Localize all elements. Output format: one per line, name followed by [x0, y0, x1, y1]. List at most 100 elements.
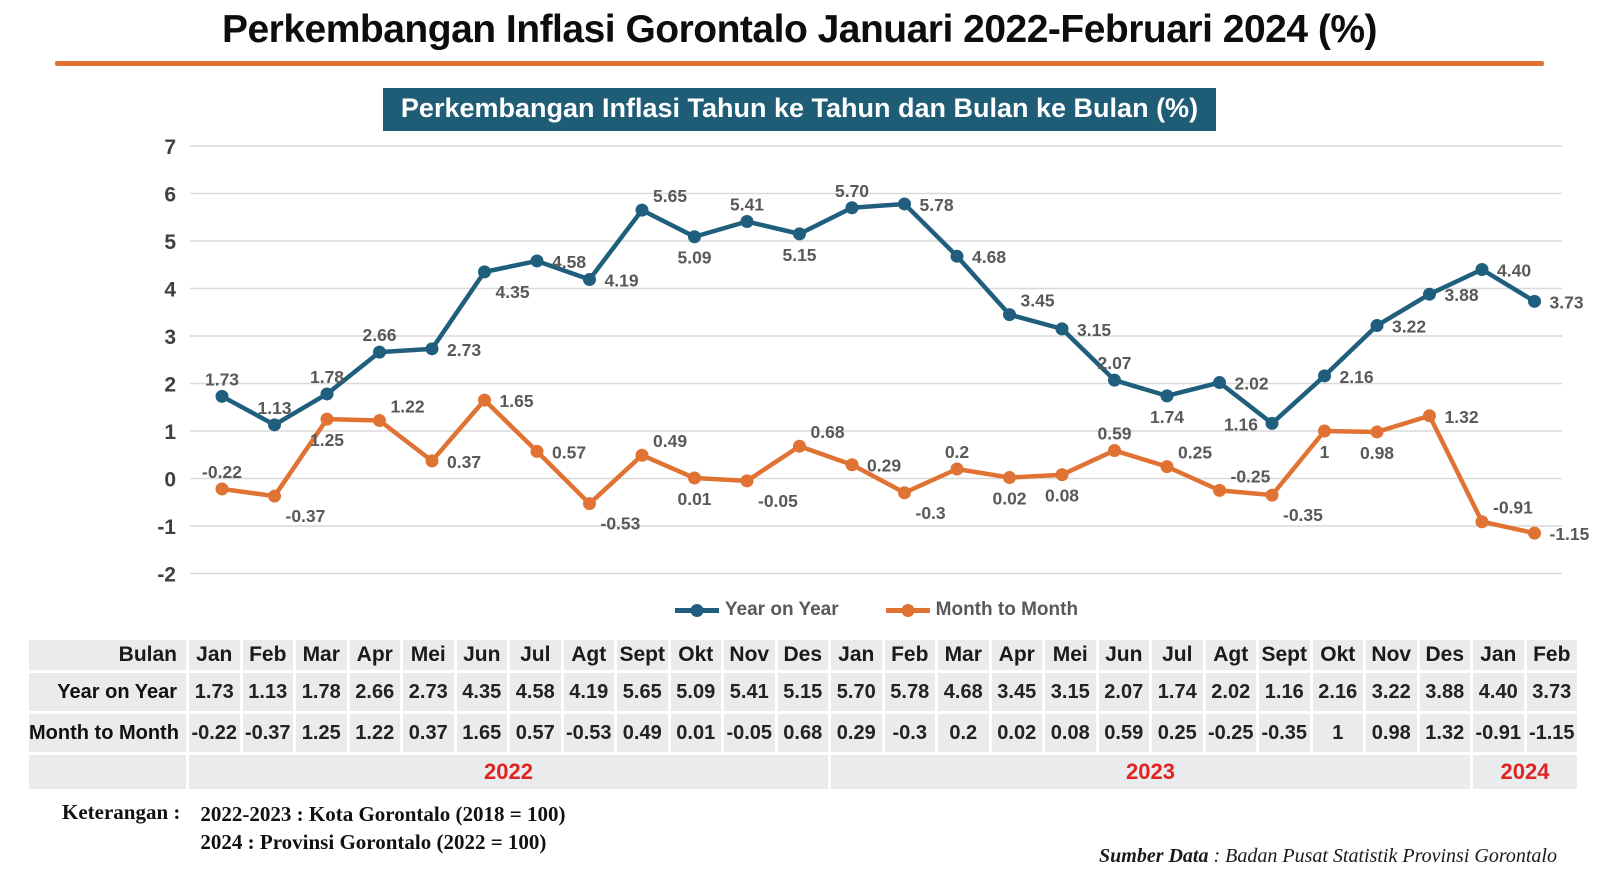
value-cell-month-to-month: -0.25	[1202, 711, 1259, 755]
data-label-year-on-year: 2.02	[1235, 374, 1269, 394]
data-label-month-to-month: -0.3	[916, 503, 946, 523]
month-header-0: Jan	[186, 637, 243, 673]
chart-banner-row: Perkembangan Inflasi Tahun ke Tahun dan …	[0, 88, 1599, 131]
value-cell-month-to-month: -0.22	[186, 711, 243, 755]
value-cell-month-to-month: 0.49	[614, 711, 671, 755]
month-header-13: Feb	[881, 637, 938, 673]
data-label-month-to-month: 0.98	[1360, 443, 1394, 463]
data-point-year-on-year	[1370, 319, 1384, 333]
value-cell-year-on-year: 5.15	[774, 670, 831, 714]
month-header-2: Mar	[293, 637, 350, 673]
data-point-month-to-month	[320, 412, 334, 426]
y-tick-label: 3	[164, 326, 176, 349]
data-point-month-to-month	[1475, 515, 1489, 529]
data-label-month-to-month: -1.15	[1550, 524, 1590, 544]
month-header-10: Nov	[721, 637, 778, 673]
value-cell-year-on-year: 2.07	[1095, 670, 1152, 714]
row-label-month-to-month: Month to Month	[26, 711, 189, 755]
data-point-month-to-month	[425, 454, 439, 468]
data-point-month-to-month	[1423, 409, 1436, 423]
source-text: : Badan Pusat Statistik Provinsi Goronta…	[1213, 845, 1557, 867]
value-cell-month-to-month: 0.37	[400, 711, 457, 755]
data-point-month-to-month	[793, 439, 806, 453]
table-row-year-on-year: Year on Year 1.73 1.13 1.78 2.66 2.73 4.35 4.58…	[26, 670, 1580, 714]
data-point-year-on-year	[373, 345, 386, 359]
value-cell-year-on-year: 4.35	[453, 670, 510, 714]
value-cell-month-to-month: 0.29	[828, 711, 885, 755]
title-divider	[55, 61, 1544, 66]
data-label-year-on-year: 2.07	[1097, 353, 1131, 373]
data-label-month-to-month: -0.35	[1283, 505, 1323, 525]
footer: Keterangan : 2022-2023 : Kota Gorontalo …	[0, 800, 1599, 872]
value-cell-month-to-month: 0.68	[774, 711, 831, 755]
data-label-year-on-year: 4.35	[496, 282, 530, 302]
data-label-year-on-year: 5.65	[653, 186, 687, 206]
data-label-month-to-month: -0.22	[202, 462, 242, 482]
y-tick-label: 6	[164, 184, 176, 207]
month-header-14: Mar	[935, 637, 992, 673]
inflation-line-chart: 7 6 5 4 3 2 1 0 -1 -2 1.73 1.13 1.78 2.66 2.73 4.35 4.58…	[157, 136, 1590, 587]
value-cell-month-to-month: 0.01	[667, 711, 724, 755]
data-point-year-on-year	[635, 203, 649, 217]
value-cell-year-on-year: 5.78	[881, 670, 938, 714]
value-cell-year-on-year: 5.09	[667, 670, 724, 714]
data-point-year-on-year	[1160, 389, 1174, 403]
data-point-month-to-month	[373, 414, 386, 428]
data-label-month-to-month: -0.53	[601, 514, 641, 534]
data-label-month-to-month: 0.49	[653, 431, 687, 451]
data-point-month-to-month	[845, 458, 859, 472]
data-label-year-on-year: 1.13	[257, 398, 291, 418]
y-tick-label: -2	[157, 564, 176, 587]
value-cell-year-on-year: 5.65	[614, 670, 671, 714]
series-line-year-on-year	[219, 201, 1537, 428]
data-point-month-to-month	[688, 471, 701, 485]
data-table-wrap: Bulan Jan Feb Mar Apr Mei Jun Jul Agt Sept Okt Nov D…	[26, 637, 1599, 792]
inflation-data-table: Bulan Jan Feb Mar Apr Mei Jun Jul Agt Sept Okt Nov D…	[26, 637, 1580, 792]
value-cell-year-on-year: 3.22	[1363, 670, 1420, 714]
data-point-month-to-month	[950, 462, 964, 476]
value-cell-month-to-month: -1.15	[1523, 711, 1580, 755]
data-point-month-to-month	[478, 393, 491, 407]
value-cell-month-to-month: -0.3	[881, 711, 938, 755]
data-label-month-to-month: 0.29	[867, 456, 901, 476]
month-header-21: Okt	[1309, 637, 1366, 673]
legend-label: Month to Month	[935, 599, 1079, 620]
data-label-month-to-month: 0.68	[811, 422, 845, 442]
data-label-year-on-year: 5.70	[835, 181, 869, 201]
month-header-1: Feb	[239, 637, 296, 673]
year-span-2022: 2022	[186, 752, 831, 792]
bulan-header-cell: Bulan	[26, 637, 189, 673]
keterangan-note: Keterangan : 2022-2023 : Kota Gorontalo …	[62, 800, 565, 872]
month-header-18: Jul	[1149, 637, 1206, 673]
keterangan-line-2: 2024 : Provinsi Gorontalo (2022 = 100)	[200, 830, 547, 855]
value-cell-month-to-month: 1	[1309, 711, 1366, 755]
data-label-month-to-month: 0.59	[1097, 423, 1131, 443]
value-cell-year-on-year: 3.73	[1523, 670, 1580, 714]
data-label-month-to-month: 0.08	[1045, 486, 1079, 506]
data-point-year-on-year	[845, 201, 859, 215]
data-point-month-to-month	[215, 482, 229, 496]
month-header-20: Sept	[1256, 637, 1313, 673]
month-header-3: Apr	[346, 637, 403, 673]
year-row: 2022 2023 2024	[26, 752, 1580, 792]
month-header-17: Jun	[1095, 637, 1152, 673]
data-point-year-on-year	[793, 227, 806, 241]
source-label: Sumber Data	[1099, 845, 1209, 867]
value-cell-year-on-year: 4.40	[1470, 670, 1527, 714]
data-point-year-on-year	[1003, 308, 1016, 322]
y-tick-label: 4	[164, 279, 176, 302]
value-cell-year-on-year: 4.58	[507, 670, 564, 714]
legend-label: Year on Year	[724, 599, 839, 620]
value-cell-month-to-month: 1.65	[453, 711, 510, 755]
data-point-year-on-year	[1055, 322, 1069, 336]
data-point-year-on-year	[1108, 373, 1121, 387]
data-point-year-on-year	[583, 272, 596, 286]
table-header-row: Bulan Jan Feb Mar Apr Mei Jun Jul Agt Sept Okt Nov D…	[26, 637, 1580, 673]
value-cell-month-to-month: -0.53	[560, 711, 617, 755]
month-header-22: Nov	[1363, 637, 1420, 673]
data-label-year-on-year: 5.15	[782, 245, 816, 265]
value-cell-year-on-year: 5.70	[828, 670, 885, 714]
year-span-2024: 2024	[1470, 752, 1580, 792]
month-header-8: Sept	[614, 637, 671, 673]
